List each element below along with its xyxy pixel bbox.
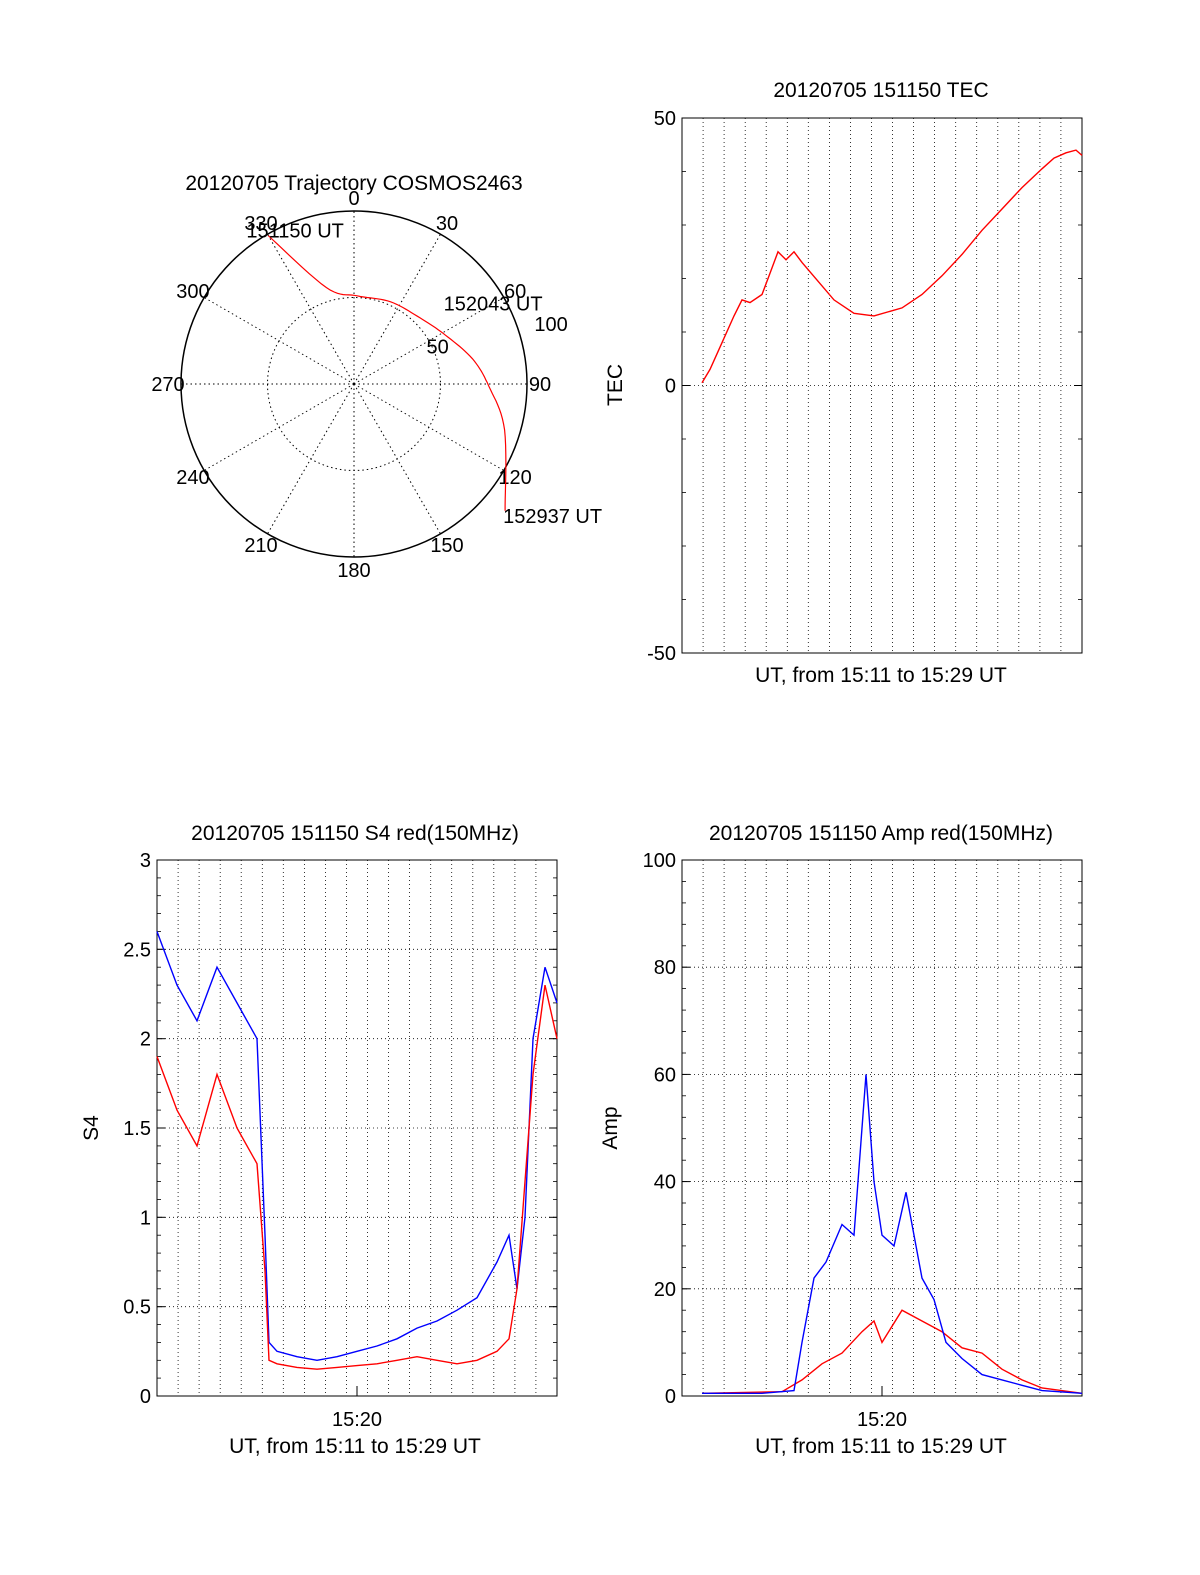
polar-angle-label: 330	[244, 213, 277, 235]
trajectory-line	[267, 235, 507, 511]
x-tick-label: 15:20	[857, 1409, 907, 1431]
polar-trajectory-chart: 20120705 Trajectory COSMOS2463 0 30 60 90 12…	[151, 172, 602, 582]
polar-angle-label: 120	[498, 467, 531, 489]
y-tick-label: 2	[140, 1029, 151, 1051]
y-tick-label: 100	[643, 850, 676, 872]
y-tick-label: -50	[647, 643, 676, 665]
tec-title: 20120705 151150 TEC	[773, 79, 988, 102]
polar-spoke	[267, 383, 355, 535]
polar-angle-label: 90	[529, 374, 551, 396]
polar-radial-label: 100	[534, 314, 567, 336]
amp-x-tick-labels: 15:20	[857, 1409, 907, 1431]
polar-spoke	[353, 383, 441, 535]
x-tick-label: 15:20	[332, 1409, 382, 1431]
s4-x-tick-labels: 15:20	[332, 1409, 382, 1431]
polar-angle-label: 180	[337, 560, 370, 582]
series-line-1	[702, 1074, 1083, 1395]
s4-chart: 20120705 151150 S4 red(150MHz) 0 0.5 1 1.5 2…	[80, 822, 558, 1458]
polar-spoke	[353, 383, 505, 471]
y-tick-label: 20	[654, 1279, 676, 1301]
s4-series	[156, 931, 558, 1370]
y-tick-label: 0	[665, 376, 676, 398]
s4-title: 20120705 151150 S4 red(150MHz)	[191, 822, 519, 845]
trajectory-point-label: 152937 UT	[503, 506, 602, 528]
series-line-0	[701, 149, 1083, 384]
tec-chart: 20120705 151150 TEC 50 0 -50 UT, from 15:1…	[604, 79, 1083, 687]
polar-angle-label: 60	[504, 281, 526, 303]
polar-angle-label: 210	[244, 535, 277, 557]
series-line-0	[156, 931, 558, 1362]
amp-y-axis-label: Amp	[599, 1106, 622, 1149]
tec-grid	[682, 117, 1082, 654]
y-tick-label: 0.5	[123, 1297, 151, 1319]
series-line-0	[701, 1309, 1083, 1394]
s4-grid	[157, 859, 557, 1397]
s4-y-axis-label: S4	[80, 1115, 103, 1141]
polar-spoke	[203, 297, 355, 385]
amp-plot-frame	[681, 859, 1083, 1397]
polar-title: 20120705 Trajectory COSMOS2463	[185, 172, 522, 195]
amp-title: 20120705 151150 Amp red(150MHz)	[709, 822, 1053, 845]
polar-radial-label: 50	[426, 337, 448, 359]
s4-y-tick-labels: 0 0.5 1 1.5 2 2.5 3	[123, 850, 151, 1408]
polar-angle-label: 300	[176, 281, 209, 303]
y-tick-label: 1.5	[123, 1118, 151, 1140]
amp-series	[701, 1074, 1083, 1395]
polar-spoke	[267, 233, 355, 385]
series-line-1	[156, 984, 558, 1370]
y-tick-label: 80	[654, 957, 676, 979]
trajectory-point-label: 151150 UT	[246, 221, 343, 243]
trajectory-point-labels: 151150 UT 152043 UT 152937 UT	[246, 221, 602, 528]
polar-radial-labels: 50 100	[426, 314, 567, 358]
trajectory-point-label: 152043 UT	[444, 293, 543, 315]
polar-angle-label: 150	[430, 535, 463, 557]
y-tick-label: 0	[665, 1386, 676, 1408]
y-tick-label: 0	[140, 1386, 151, 1408]
tec-y-axis-label: TEC	[604, 364, 627, 406]
y-tick-label: 60	[654, 1064, 676, 1086]
polar-grid	[180, 210, 528, 558]
polar-outer-circle	[180, 210, 528, 558]
amp-x-axis-label: UT, from 15:11 to 15:29 UT	[755, 1435, 1007, 1458]
polar-spoke	[353, 233, 441, 385]
s4-x-axis-label: UT, from 15:11 to 15:29 UT	[229, 1435, 481, 1458]
amp-y-tick-labels: 0 20 40 60 80 100	[643, 850, 676, 1408]
polar-angle-label: 0	[348, 188, 359, 210]
polar-spoke	[353, 297, 505, 385]
polar-angle-label: 30	[436, 213, 458, 235]
y-tick-label: 1	[140, 1207, 151, 1229]
polar-spoke	[203, 383, 355, 471]
tec-y-tick-labels: 50 0 -50	[647, 108, 676, 665]
amp-grid	[682, 859, 1082, 1397]
y-tick-label: 3	[140, 850, 151, 872]
polar-angle-label: 270	[151, 374, 184, 396]
polar-angle-label: 240	[176, 467, 209, 489]
amp-chart: 20120705 151150 Amp red(150MHz) 0 20 40 60 8…	[599, 822, 1083, 1458]
tec-series	[701, 149, 1083, 384]
y-tick-label: 2.5	[123, 939, 151, 961]
tec-x-axis-label: UT, from 15:11 to 15:29 UT	[755, 664, 1007, 687]
y-tick-label: 50	[654, 108, 676, 130]
polar-angle-labels: 0 30 60 90 120 150 180 210 240 270 300 330	[151, 188, 551, 582]
y-tick-label: 40	[654, 1172, 676, 1194]
